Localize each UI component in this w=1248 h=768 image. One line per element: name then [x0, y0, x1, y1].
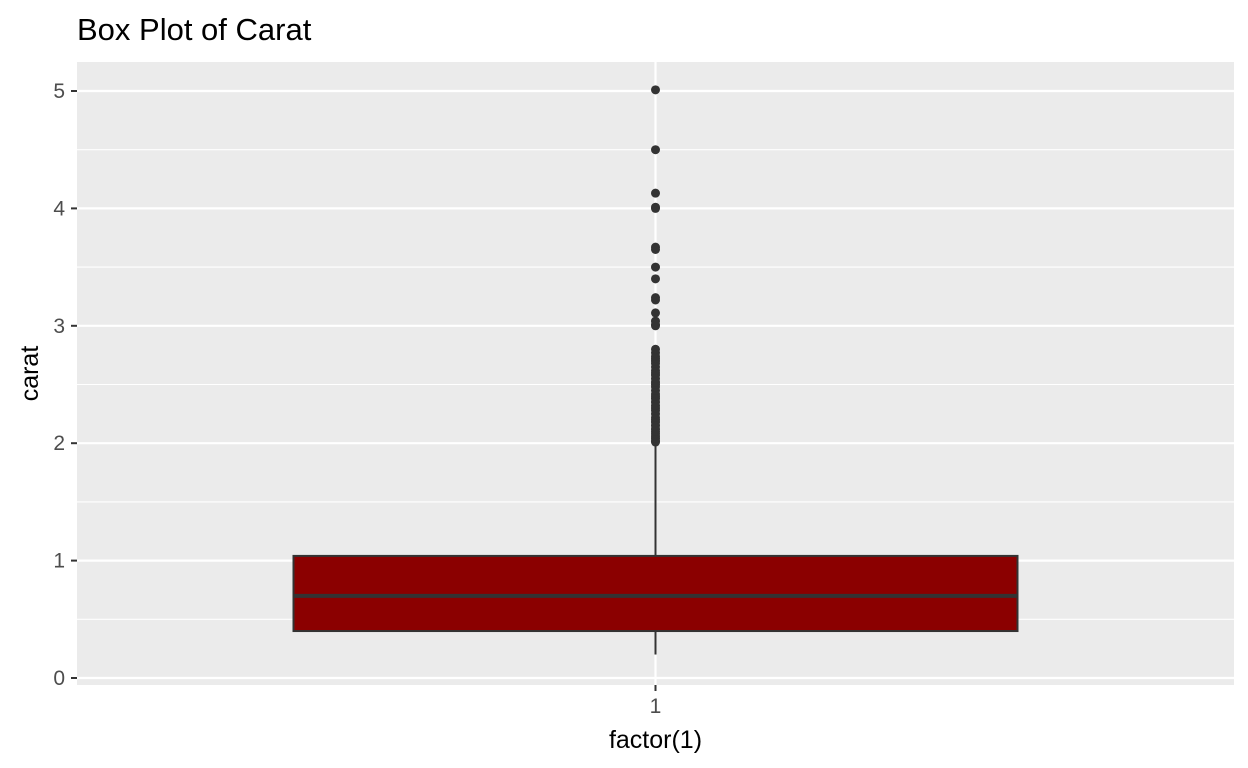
outlier-point	[651, 274, 660, 284]
x-tick-label: 1	[650, 695, 662, 718]
y-tick-label: 2	[53, 432, 65, 455]
y-axis: 0 1 2 3 4 5	[53, 80, 77, 690]
outlier-point	[651, 293, 660, 303]
y-tick-label: 0	[53, 667, 65, 690]
y-tick-label: 5	[53, 80, 65, 103]
y-tick-label: 1	[53, 550, 65, 573]
outlier-point	[651, 188, 660, 198]
x-axis: 1	[650, 685, 662, 718]
x-axis-title: factor(1)	[609, 726, 702, 754]
outlier-point	[651, 202, 660, 212]
y-tick-label: 4	[53, 197, 65, 220]
outlier-point	[651, 316, 660, 326]
outlier-point	[651, 262, 660, 272]
chart-title: Box Plot of Carat	[77, 12, 312, 47]
y-tick-label: 3	[53, 315, 65, 338]
iqr-box	[292, 554, 1019, 633]
y-axis-title: carat	[16, 346, 44, 402]
outlier-point	[651, 344, 660, 354]
outlier-point	[651, 308, 660, 318]
outlier-point	[651, 145, 660, 155]
boxplot-series	[292, 85, 1019, 655]
outlier-point	[651, 242, 660, 252]
outlier-point	[651, 85, 660, 95]
